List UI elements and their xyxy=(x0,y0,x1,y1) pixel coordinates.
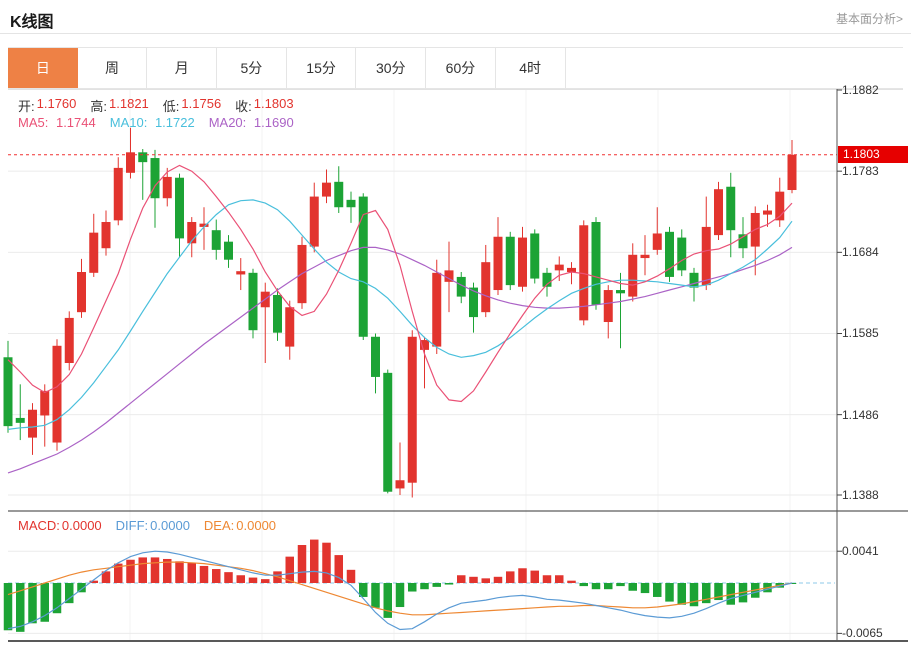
dea-label: DEA: xyxy=(203,518,235,533)
ma20-line xyxy=(7,246,793,474)
period-tab-bar: 日 周 月 5分 15分 30分 60分 4时 xyxy=(8,47,903,89)
open-value: 1.1760 xyxy=(36,96,77,111)
tab-15min[interactable]: 15分 xyxy=(286,48,357,88)
diff-label: DIFF: xyxy=(115,518,149,533)
high-label: 高: xyxy=(90,99,108,114)
ma10-label: MA10: xyxy=(109,115,148,130)
macd-label: MACD: xyxy=(18,518,60,533)
tab-30min[interactable]: 30分 xyxy=(356,48,427,88)
tab-60min[interactable]: 60分 xyxy=(426,48,496,88)
price-tick-1.1585: 1.1585 xyxy=(842,326,879,340)
price-tick-1.1684: 1.1684 xyxy=(842,245,879,259)
ma-lines-layer xyxy=(7,164,793,474)
page-title: K线图 xyxy=(10,14,54,31)
price-tick-1.1783: 1.1783 xyxy=(842,164,879,178)
header-divider xyxy=(0,33,911,34)
tab-4hour[interactable]: 4时 xyxy=(495,48,566,88)
fundamental-analysis-link[interactable]: 基本面分析> xyxy=(835,12,903,26)
low-value: 1.1756 xyxy=(181,96,222,111)
close-label: 收: xyxy=(235,99,252,114)
current-price-badge: 1.1803 xyxy=(838,146,908,163)
price-tick-1.1882: 1.1882 xyxy=(842,83,879,97)
macd-tick-bottom: -0.0065 xyxy=(842,626,883,640)
tab-week[interactable]: 周 xyxy=(77,48,148,88)
tab-5min[interactable]: 5分 xyxy=(217,48,287,88)
ohlc-readout: 开: 1.1760 高: 1.1821 低: 1.1756 收: 1.1803 xyxy=(18,96,294,115)
ma-readout: MA5: 1.1744 MA10: 1.1722 MA20: 1.1690 xyxy=(18,115,294,130)
price-tick-1.1486: 1.1486 xyxy=(842,408,879,422)
open-label: 开: xyxy=(18,99,35,114)
price-tick-1.1388: 1.1388 xyxy=(842,488,879,502)
candles-layer xyxy=(3,127,797,498)
ma5-value: 1.1744 xyxy=(55,115,96,130)
ma20-value: 1.1690 xyxy=(253,115,294,130)
close-value: 1.1803 xyxy=(253,96,294,111)
dea-value: 0.0000 xyxy=(236,518,277,533)
ma10-value: 1.1722 xyxy=(154,115,195,130)
ma10-line xyxy=(7,199,793,430)
diff-value: 0.0000 xyxy=(150,518,190,533)
ma20-label: MA20: xyxy=(208,115,247,130)
high-value: 1.1821 xyxy=(109,96,149,111)
dea-curve xyxy=(7,561,793,616)
macd-layer xyxy=(3,539,797,632)
tab-bar-spacer xyxy=(566,48,904,88)
overlay-layer xyxy=(8,89,908,642)
tab-month[interactable]: 月 xyxy=(147,48,218,88)
macd-tick-top: 0.0041 xyxy=(842,544,879,558)
low-label: 低: xyxy=(162,99,180,114)
tab-day[interactable]: 日 xyxy=(8,48,78,88)
ma5-line xyxy=(7,164,793,403)
diff-curve xyxy=(7,550,793,631)
macd-readout: MACD: 0.0000 DIFF: 0.0000 DEA: 0.0000 xyxy=(18,518,276,533)
macd-value: 0.0000 xyxy=(61,518,102,533)
ma5-label: MA5: xyxy=(18,115,49,130)
